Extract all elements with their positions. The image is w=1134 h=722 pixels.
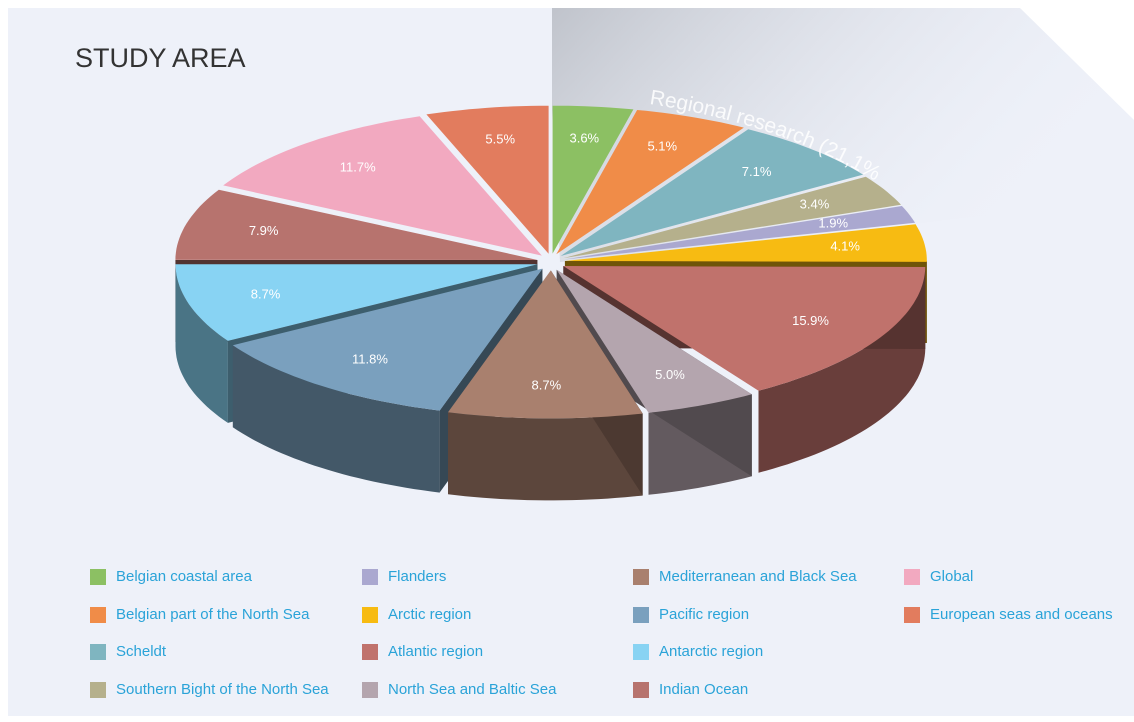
legend: Belgian coastal area Belgian part of the … (90, 568, 1113, 698)
legend-swatch (904, 607, 920, 623)
slice (175, 264, 538, 341)
legend-label: Southern Bight of the North Sea (116, 681, 329, 698)
legend-swatch (90, 682, 106, 698)
legend-swatch (362, 644, 378, 660)
slice-side (448, 412, 643, 501)
value-label: 5.5% (485, 131, 515, 146)
legend-swatch (90, 607, 106, 623)
legend-label: Global (930, 568, 973, 585)
legend-swatch (362, 682, 378, 698)
legend-label: Antarctic region (659, 643, 763, 660)
slice-side (175, 264, 228, 423)
legend-label: Mediterranean and Black Sea (659, 568, 857, 585)
value-label: 3.6% (569, 130, 599, 145)
legend-swatch (362, 607, 378, 623)
value-label: 11.7% (340, 160, 376, 175)
value-label: 8.7% (251, 287, 281, 302)
value-label: 7.1% (742, 164, 772, 179)
value-label: 7.9% (249, 223, 279, 238)
slice-side (758, 267, 926, 473)
value-label: 1.9% (818, 216, 848, 231)
legend-label: Belgian coastal area (116, 568, 253, 585)
legend-swatch (633, 644, 649, 660)
value-label: 3.4% (800, 197, 830, 212)
legend-swatch (362, 569, 378, 585)
value-label: 5.0% (655, 367, 685, 382)
chart-title: STUDY AREA (75, 43, 246, 73)
slice (552, 105, 634, 254)
slice (560, 129, 864, 256)
slice (556, 110, 744, 255)
slice (563, 176, 901, 259)
slice (564, 224, 927, 262)
slice (175, 189, 538, 260)
legend-label: Flanders (388, 568, 446, 585)
slice (223, 116, 542, 256)
slice-side (232, 345, 440, 493)
legend-swatch (633, 607, 649, 623)
value-label: 5.1% (647, 139, 677, 154)
legend-label: Scheldt (116, 643, 167, 660)
legend-swatch (90, 569, 106, 585)
legend-label: Arctic region (388, 606, 471, 623)
legend-label: North Sea and Baltic Sea (388, 681, 557, 698)
legend-swatch (633, 682, 649, 698)
value-label: 8.7% (532, 377, 562, 392)
legend-label: Indian Ocean (659, 681, 748, 698)
value-label: 11.8% (352, 351, 388, 366)
legend-swatch (904, 569, 920, 585)
legend-swatch (90, 644, 106, 660)
legend-label: Pacific region (659, 606, 749, 623)
legend-label: Belgian part of the North Sea (116, 606, 310, 623)
value-label: 4.1% (830, 238, 860, 253)
slice (448, 270, 643, 419)
legend-swatch (633, 569, 649, 585)
legend-label: European seas and oceans (930, 606, 1113, 623)
slice (556, 269, 752, 413)
slice (426, 105, 549, 254)
slice (232, 268, 543, 411)
slice (564, 206, 916, 260)
value-label: 15.9% (792, 313, 829, 328)
pie: 3.6% 5.1% 7.1% 3.4% 1.9% 4.1% 15.9% 5.0% 8.7% 11.… (175, 105, 927, 501)
legend-label: Atlantic region (388, 643, 483, 660)
slice (563, 266, 926, 391)
